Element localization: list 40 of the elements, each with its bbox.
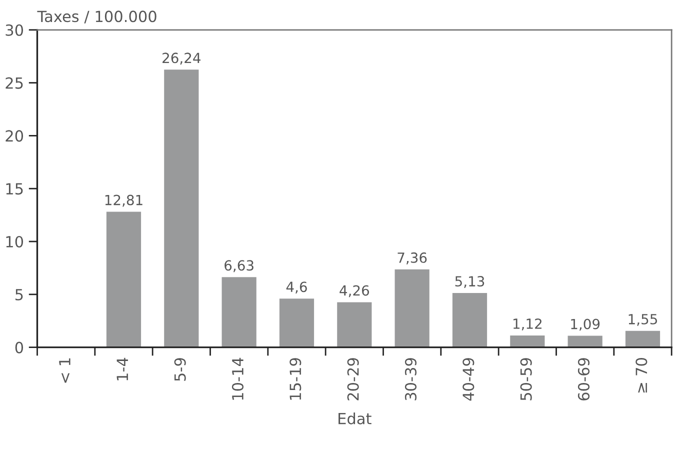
x-tick-label: 60-69 xyxy=(578,358,590,400)
bar xyxy=(164,70,199,348)
data-label: 4,26 xyxy=(340,285,369,298)
data-label: 1,12 xyxy=(513,318,542,330)
bar xyxy=(625,330,660,348)
x-axis-title: Edat xyxy=(338,412,372,424)
x-tick-label: 20-29 xyxy=(347,358,359,400)
y-tick-label: 15 xyxy=(6,183,23,195)
bar xyxy=(222,277,256,348)
bar xyxy=(452,293,488,348)
y-axis-title: Taxes / 100.000 xyxy=(37,10,156,24)
data-label: 12,81 xyxy=(105,194,142,207)
data-label: 6,63 xyxy=(224,260,254,272)
data-label: 1,09 xyxy=(571,318,600,331)
y-tick-label: 30 xyxy=(6,24,24,36)
data-label: 5,13 xyxy=(455,276,484,288)
x-tick-label: 15-19 xyxy=(290,358,302,400)
x-tick-label: 30-39 xyxy=(404,358,417,400)
bar xyxy=(337,302,372,348)
x-tick-label: < 1 xyxy=(59,358,70,383)
y-tick-label: 0 xyxy=(15,342,24,354)
bar xyxy=(279,298,314,348)
x-tick-label: 1-4 xyxy=(116,358,128,380)
x-tick-label: 50-59 xyxy=(520,358,532,400)
data-label: 26,24 xyxy=(162,52,201,65)
x-tick-label: 5-9 xyxy=(174,358,186,381)
bar xyxy=(394,269,430,348)
x-tick-label: ≥ 70 xyxy=(636,358,648,392)
y-tick-label: 25 xyxy=(6,77,23,89)
bar xyxy=(106,212,142,348)
x-tick-label: 10-14 xyxy=(232,358,244,400)
y-tick-label: 20 xyxy=(6,130,24,142)
y-tick-label: 5 xyxy=(16,289,23,300)
bar xyxy=(568,336,602,348)
data-label: 4,6 xyxy=(286,282,307,294)
data-label: 1,55 xyxy=(628,314,657,326)
x-tick-label: 40-49 xyxy=(462,358,474,401)
data-label: 7,36 xyxy=(398,252,427,264)
y-tick-label: 10 xyxy=(6,236,24,248)
bar xyxy=(510,335,545,348)
